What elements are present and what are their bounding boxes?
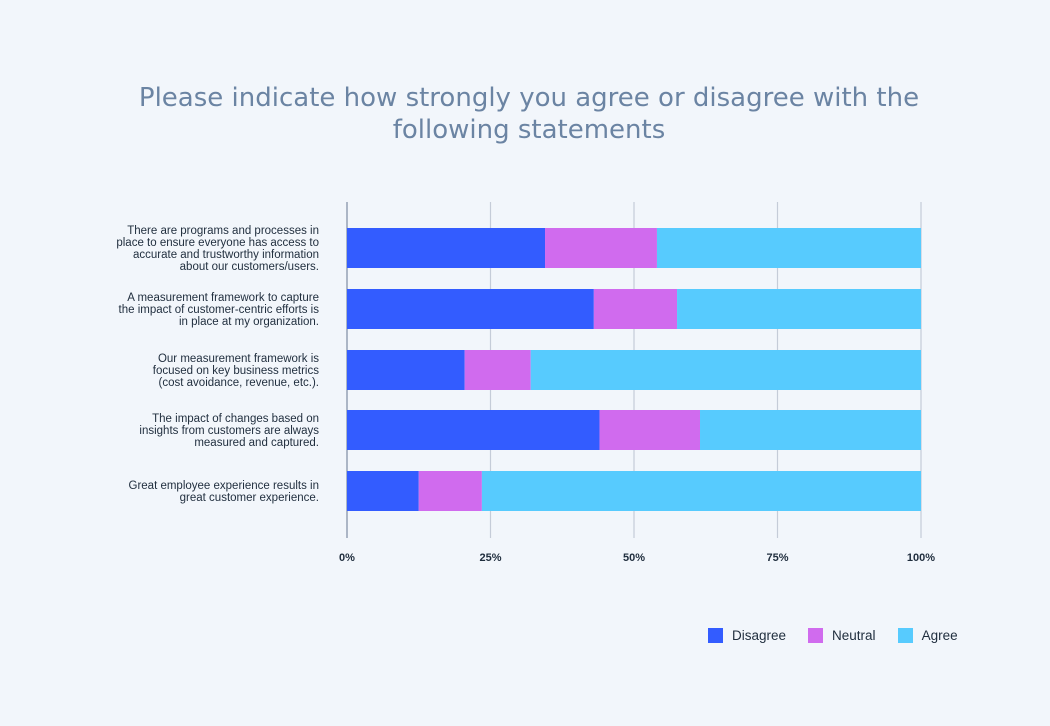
bar-agree bbox=[677, 289, 921, 329]
category-label-line: focused on key business metrics bbox=[153, 365, 319, 377]
category-labels: There are programs and processes in place… bbox=[116, 225, 319, 504]
bar-agree bbox=[481, 471, 921, 511]
category-label-line: great customer experience. bbox=[180, 492, 319, 504]
legend-label-neutral: Neutral bbox=[832, 628, 876, 643]
bar-disagree bbox=[347, 350, 465, 390]
category-label: A measurement framework to capture the im… bbox=[119, 292, 320, 328]
category-label-line: in place at my organization. bbox=[179, 316, 319, 328]
bar-neutral bbox=[599, 410, 701, 450]
legend-item-neutral: Neutral bbox=[808, 628, 876, 643]
category-label-line: Great employee experience results in bbox=[129, 480, 320, 492]
category-label-line: There are programs and processes in bbox=[127, 225, 319, 237]
bar-agree bbox=[656, 228, 921, 268]
x-tick-label: 50% bbox=[623, 552, 645, 564]
category-label-line: about our customers/users. bbox=[180, 261, 319, 273]
category-label-line: the impact of customer-centric efforts i… bbox=[119, 304, 320, 316]
bar-disagree bbox=[347, 471, 419, 511]
category-label: The impact of changes based on insights f… bbox=[139, 413, 319, 449]
category-label-line: Our measurement framework is bbox=[158, 353, 319, 365]
legend: Disagree Neutral Agree bbox=[708, 628, 958, 643]
category-label-line: A measurement framework to capture bbox=[127, 292, 319, 304]
bar-disagree bbox=[347, 228, 546, 268]
legend-label-agree: Agree bbox=[921, 628, 958, 643]
x-tick-label: 0% bbox=[339, 552, 355, 564]
category-label: There are programs and processes in place… bbox=[116, 225, 319, 273]
category-label-line: (cost avoidance, revenue, etc.). bbox=[159, 377, 319, 389]
legend-swatch-disagree bbox=[708, 628, 723, 643]
bar-neutral bbox=[593, 289, 678, 329]
bar-agree bbox=[530, 350, 921, 390]
x-tick-label: 25% bbox=[479, 552, 501, 564]
legend-label-disagree: Disagree bbox=[732, 628, 787, 643]
legend-swatch-agree bbox=[897, 628, 913, 643]
legend-item-disagree: Disagree bbox=[708, 628, 786, 643]
legend-swatch-neutral bbox=[808, 628, 824, 643]
x-tick-label: 100% bbox=[907, 552, 935, 564]
category-label-line: place to ensure everyone has access to bbox=[116, 237, 319, 249]
bar-disagree bbox=[347, 289, 594, 329]
bar-disagree bbox=[347, 410, 600, 450]
category-label-line: measured and captured. bbox=[194, 437, 319, 449]
bars bbox=[347, 228, 921, 511]
chart-title: Please indicate how strongly you agree o… bbox=[138, 83, 920, 145]
bar-agree bbox=[700, 410, 921, 450]
bar-neutral bbox=[545, 228, 657, 268]
category-label-line: The impact of changes based on bbox=[152, 413, 319, 425]
legend-item-agree: Agree bbox=[897, 628, 958, 643]
bar-neutral bbox=[418, 471, 482, 511]
category-label-line: accurate and trustworthy information bbox=[133, 249, 319, 261]
x-axis-ticks: 0% 25% 50% 75% 100% bbox=[339, 552, 935, 564]
category-label: Great employee experience results in grea… bbox=[129, 480, 320, 504]
x-tick-label: 75% bbox=[766, 552, 788, 564]
category-label: Our measurement framework is focused on k… bbox=[153, 353, 319, 389]
category-label-line: insights from customers are always bbox=[139, 425, 319, 437]
bar-neutral bbox=[464, 350, 531, 390]
